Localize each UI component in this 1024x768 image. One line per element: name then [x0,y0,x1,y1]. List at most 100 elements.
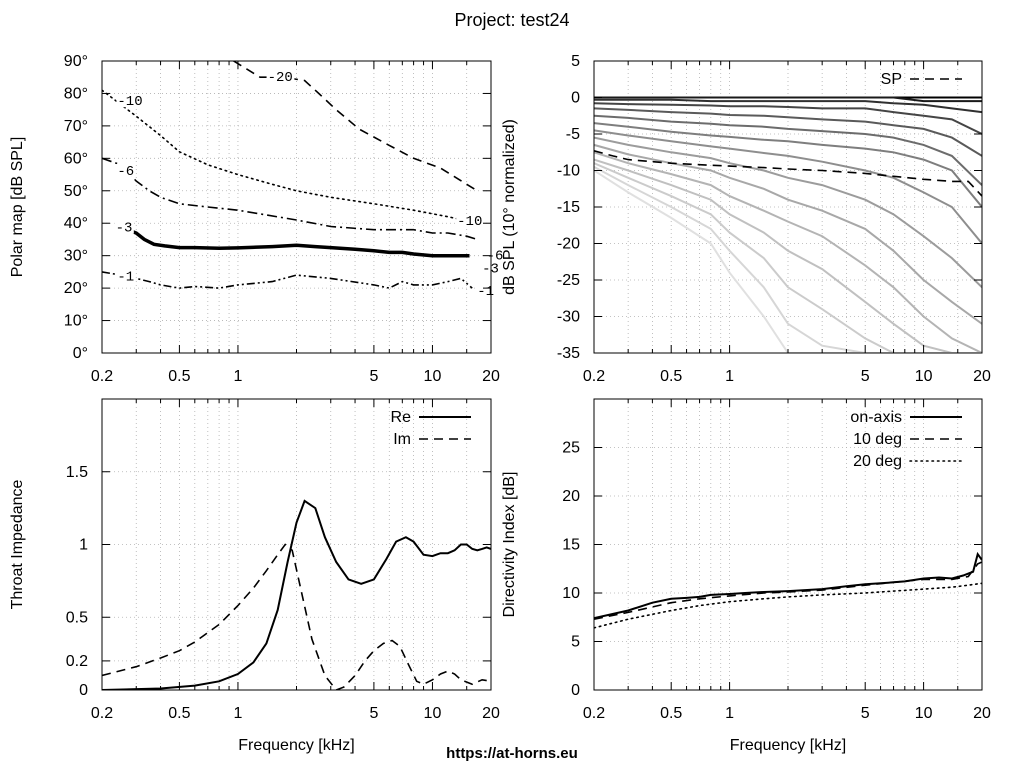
y-tick-label: 10° [64,313,88,330]
y-tick-label: 0 [79,682,88,699]
legend: on-axis 10 deg 20 deg [850,409,963,470]
x-tick-label: 0.5 [168,705,190,722]
x-tick-label: 0.5 [168,368,190,385]
spl-chart: 0.2 0.5 1 5 10 20 -35 -30 -25 -20 -15 -10 -5 0 5 dB SPL… [501,53,991,385]
y-tick-label: 5 [571,634,580,651]
legend-label: 20 deg [853,453,902,470]
contour-label-bg [485,248,505,262]
x-tick-label: 20 [973,368,991,385]
y-axis-label: Throat Impedance [9,479,26,609]
angle-response-line [594,122,982,208]
x-tick-label: 5 [369,368,378,385]
legend: SP [881,71,962,88]
x-tick-label: 0.5 [660,705,682,722]
y-tick-label: -35 [557,345,580,362]
y-tick-label: 0.5 [66,609,88,626]
series-line-10 [102,89,479,224]
x-axis-label: Frequency [kHz] [238,737,354,754]
y-tick-label: -10 [557,163,580,180]
y-tick-label: -5 [566,126,580,143]
y-tick-label: 0.2 [66,653,88,670]
angle-response-line [594,169,982,353]
series-line-3 [126,228,470,258]
x-tick-label: 5 [861,368,870,385]
contour-label-bg [116,269,136,283]
x-tick-label: 0.2 [91,705,113,722]
contour-label-bg [116,163,136,177]
x-tick-label: 10 [424,368,442,385]
legend-label: 10 deg [853,431,902,448]
y-tick-label: -25 [557,272,580,289]
plot-area [102,61,479,289]
y-tick-label: 20 [562,488,580,505]
x-tick-label: 5 [369,705,378,722]
footer-url[interactable]: https://at-horns.eu [446,745,578,762]
contour-label: -20 [268,70,293,86]
grid [594,399,982,690]
y-tick-label: -30 [557,309,580,326]
angle-response-line [594,166,982,353]
plot-frame [593,398,983,691]
x-tick-label: 0.5 [660,368,682,385]
x-tick-label: 20 [482,705,500,722]
angle-response-line [594,102,982,135]
y-tick-label: 0 [571,682,580,699]
series-line-10-deg [594,561,982,620]
x-tick-label: 5 [861,705,870,722]
angle-response-line [594,129,982,245]
plot-area [102,499,491,690]
y-tick-label: 10 [562,585,580,602]
x-tick-label: 10 [915,368,933,385]
x-tick-label: 20 [973,705,991,722]
grid [102,61,491,353]
angle-response-line [594,162,982,353]
series-line-1 [102,271,473,289]
x-tick-label: 10 [915,705,933,722]
contour-label: -6 [117,164,134,180]
y-tick-label: 1.5 [66,464,88,481]
series-line-20-deg [594,582,982,629]
y-tick-label: 0 [571,90,580,107]
x-tick-label: 20 [482,368,500,385]
y-tick-label: 50° [64,183,88,200]
y-tick-label: 80° [64,85,88,102]
series-line-6 [102,157,478,241]
angle-response-line [594,136,982,289]
x-tick-label: 1 [725,368,734,385]
contour-label-bg [114,220,134,234]
plot-area [594,551,982,629]
series-line-Re [102,499,491,690]
y-tick-label: 15 [562,537,580,554]
page-title: Project: test24 [454,10,569,30]
x-tick-label: 0.2 [583,368,605,385]
contour-label-bg [266,69,295,83]
y-tick-label: -20 [557,236,580,253]
contour-label: -10 [457,214,482,230]
x-tick-label: 10 [424,705,442,722]
legend-label: on-axis [850,409,902,426]
angle-response-line [594,98,982,114]
plot-frame [101,398,492,691]
x-tick-label: 1 [725,705,734,722]
contour-label: -3 [116,221,133,237]
y-axis-label: Directivity Index [dB] [501,472,518,618]
y-tick-label: 60° [64,150,88,167]
y-tick-label: 5 [571,53,580,70]
y-axis-label: dB SPL (10° normalized) [501,119,518,295]
x-tick-label: 1 [233,705,242,722]
angle-response-line [594,151,982,353]
y-tick-label: 25 [562,440,580,457]
legend-label: SP [881,71,902,88]
series-line-SP [594,150,982,197]
x-tick-label: 0.2 [583,705,605,722]
angle-response-line [594,107,982,157]
legend-label: Re [391,409,412,426]
series-line-on-axis [594,551,982,620]
y-tick-label: 90° [64,53,88,70]
y-tick-label: 30° [64,248,88,265]
y-tick-label: -15 [557,199,580,216]
grid [102,399,491,690]
angle-response-line [594,143,982,325]
